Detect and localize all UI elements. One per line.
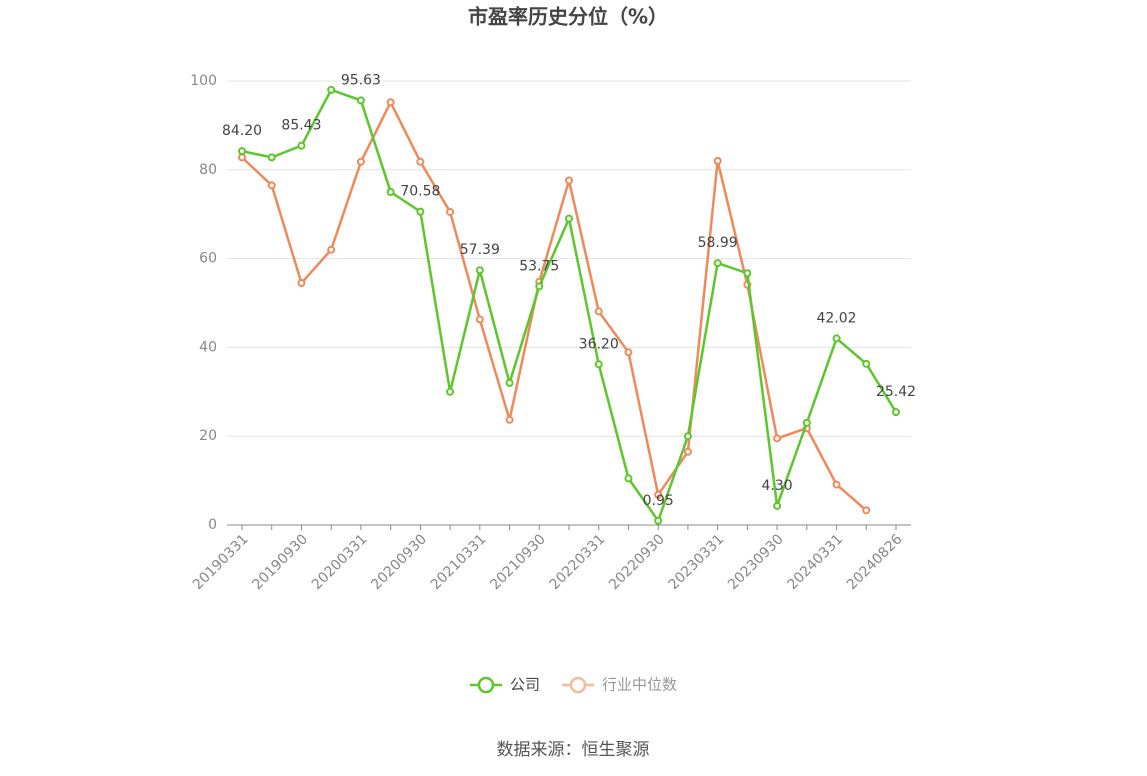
point bbox=[594, 360, 603, 369]
y-tick-label: 40 bbox=[199, 339, 217, 355]
point bbox=[683, 447, 692, 456]
point bbox=[327, 85, 336, 94]
x-tick-label: 20200930 bbox=[368, 531, 430, 593]
point bbox=[565, 176, 573, 185]
point bbox=[713, 259, 722, 268]
point bbox=[832, 334, 841, 343]
point bbox=[446, 387, 455, 396]
point bbox=[327, 245, 336, 254]
point bbox=[683, 432, 692, 441]
point bbox=[654, 490, 663, 499]
x-tick-label: 20220331 bbox=[547, 531, 609, 593]
x-tick-label: 20210331 bbox=[428, 531, 490, 593]
source: 数据来源：恒生聚源 bbox=[497, 740, 650, 760]
point bbox=[356, 157, 365, 166]
point bbox=[238, 147, 246, 156]
point bbox=[892, 408, 900, 417]
value-label: 84.20 bbox=[222, 123, 262, 139]
point bbox=[386, 188, 395, 196]
y-tick-label: 100 bbox=[190, 73, 217, 89]
point bbox=[505, 415, 514, 424]
point bbox=[565, 214, 573, 223]
point bbox=[594, 307, 603, 316]
y-tick-label: 0 bbox=[208, 517, 217, 533]
point bbox=[773, 501, 782, 510]
legend-marker bbox=[477, 676, 495, 694]
point bbox=[624, 474, 633, 483]
point bbox=[743, 269, 752, 278]
value-label: 53.75 bbox=[519, 258, 559, 274]
series-line bbox=[241, 88, 898, 524]
value-label: 58.99 bbox=[698, 235, 738, 251]
x-tick-label: 20220930 bbox=[606, 531, 668, 593]
y-tick-label: 60 bbox=[199, 251, 217, 267]
point bbox=[773, 434, 782, 443]
point bbox=[802, 418, 811, 427]
point bbox=[386, 98, 395, 107]
point bbox=[297, 141, 306, 150]
x-tick-label: 20240826 bbox=[844, 531, 906, 593]
point bbox=[475, 315, 484, 324]
chart-title: 市盈率历史分位（%） bbox=[468, 5, 668, 29]
legend-marker bbox=[569, 676, 587, 694]
x-tick-label: 20240331 bbox=[784, 531, 846, 593]
point bbox=[624, 348, 633, 357]
value-label: 25.42 bbox=[876, 384, 916, 400]
value-label: 95.63 bbox=[341, 72, 381, 88]
point bbox=[535, 282, 544, 291]
x-tick-label: 20200331 bbox=[309, 531, 371, 593]
x-tick-label: 20230930 bbox=[725, 531, 787, 593]
value-label: 36.20 bbox=[579, 336, 619, 352]
x-tick-label: 20190930 bbox=[249, 531, 311, 593]
point bbox=[654, 516, 663, 525]
point bbox=[832, 480, 841, 489]
point bbox=[416, 207, 425, 216]
point bbox=[267, 181, 276, 190]
value-label: 42.02 bbox=[816, 310, 856, 326]
legend-label: 行业中位数 bbox=[602, 676, 677, 694]
point bbox=[446, 207, 455, 216]
point bbox=[713, 156, 722, 165]
value-label: 70.58 bbox=[400, 184, 440, 200]
point bbox=[475, 266, 484, 275]
point bbox=[505, 378, 514, 387]
y-tick-label: 20 bbox=[199, 428, 217, 444]
point bbox=[267, 153, 276, 162]
x-tick-label: 20190331 bbox=[190, 531, 252, 593]
point bbox=[416, 157, 425, 166]
value-label: 0.95 bbox=[643, 493, 674, 509]
y-tick-label: 80 bbox=[199, 162, 217, 178]
point bbox=[356, 96, 365, 105]
series-line bbox=[241, 99, 868, 512]
point bbox=[238, 153, 246, 162]
value-label: 85.43 bbox=[281, 118, 321, 134]
x-tick-label: 20210930 bbox=[487, 531, 549, 593]
point bbox=[297, 279, 306, 288]
point bbox=[862, 359, 871, 368]
legend-label: 公司 bbox=[510, 676, 540, 694]
value-label: 57.39 bbox=[460, 242, 500, 258]
value-label: 4.30 bbox=[762, 478, 793, 494]
point bbox=[862, 506, 871, 515]
x-tick-label: 20230331 bbox=[666, 531, 728, 593]
